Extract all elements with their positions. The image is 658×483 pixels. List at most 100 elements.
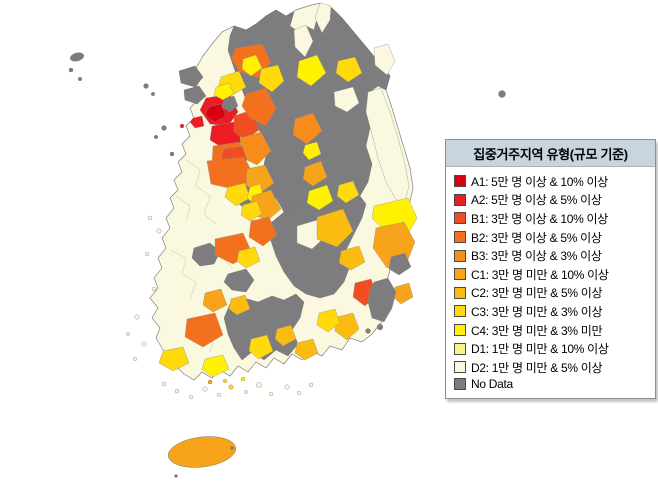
map-region <box>156 228 162 234</box>
map-region <box>183 85 207 105</box>
map-region <box>230 446 234 450</box>
map-region <box>284 384 290 390</box>
map-region <box>151 286 157 292</box>
map-region <box>336 180 360 204</box>
map-region <box>191 242 221 267</box>
legend-row-b2: B2: 3만 명 이상 & 5% 이상 <box>454 228 649 247</box>
legend-row-b3: B3: 3만 명 이상 & 3% 이상 <box>454 246 649 265</box>
map-region <box>274 324 297 347</box>
map-region <box>207 379 213 385</box>
map-region <box>302 141 322 161</box>
map-region <box>161 381 167 387</box>
map-region <box>376 323 384 331</box>
legend-title: 집중거주지역 유형(규모 기준) <box>446 140 655 167</box>
map-region <box>314 2 332 34</box>
map-region <box>189 115 205 129</box>
map-region <box>335 56 363 83</box>
legend-swatch-no-data <box>454 378 466 391</box>
map-region <box>145 252 149 256</box>
legend-label-d1: D1: 1만 명 미만 & 10% 이상 <box>471 342 609 357</box>
map-region <box>174 388 180 394</box>
baengnyeong-island <box>69 52 85 62</box>
map-region <box>316 208 354 248</box>
legend-label-c4: C4: 3만 명 미만 & 3% 미만 <box>471 323 603 338</box>
map-region <box>201 354 230 378</box>
map-region <box>169 249 197 301</box>
map-region <box>178 65 204 88</box>
map-region <box>223 379 227 383</box>
map-region <box>306 184 334 211</box>
legend-items: A1: 5만 명 이상 & 10% 이상 A2: 5만 명 이상 & 5% 이상… <box>446 167 655 398</box>
legend-swatch-d2 <box>454 361 466 374</box>
cream-regions <box>293 2 410 250</box>
map-region <box>241 54 263 77</box>
legend-swatch-c4 <box>454 324 466 337</box>
map-region <box>189 395 193 399</box>
map-region <box>134 314 140 320</box>
ulleung-island <box>498 90 506 98</box>
busan-region <box>367 277 397 323</box>
map-region <box>202 386 208 392</box>
map-region <box>213 82 235 101</box>
classified-regions <box>158 43 418 378</box>
map-region <box>175 195 191 223</box>
map-region <box>293 24 314 58</box>
legend-row-c3: C3: 3만 명 미만 & 3% 이상 <box>454 302 649 321</box>
map-region <box>154 135 158 139</box>
legend-swatch-d1 <box>454 342 466 355</box>
legend-row-c2: C2: 3만 명 미만 & 5% 이상 <box>454 284 649 303</box>
map-region <box>240 376 246 382</box>
map-region <box>388 252 412 276</box>
legend-label-b3: B3: 3만 명 이상 & 3% 이상 <box>471 249 602 264</box>
map-region <box>126 332 130 336</box>
map-region <box>365 328 371 334</box>
legend-swatch-c2 <box>454 286 466 299</box>
legend-row-a1: A1: 5만 명 이상 & 10% 이상 <box>454 172 649 191</box>
map-region <box>78 77 82 81</box>
map-region <box>158 346 190 372</box>
map-region <box>223 268 255 293</box>
legend-swatch-b3 <box>454 249 466 262</box>
legend-row-a2: A2: 5만 명 이상 & 5% 이상 <box>454 191 649 210</box>
legend-label-b2: B2: 3만 명 이상 & 5% 이상 <box>471 230 602 245</box>
map-region <box>169 151 175 157</box>
map-region <box>297 391 301 395</box>
map-region <box>228 384 234 390</box>
map-region <box>221 95 239 113</box>
legend-row-b1: B1: 3만 명 이상 & 10% 이상 <box>454 209 649 228</box>
map-region <box>217 393 221 397</box>
map-region <box>224 182 251 207</box>
legend-row-c1: C1: 3만 명 미만 & 10% 이상 <box>454 265 649 284</box>
map-region <box>392 282 414 305</box>
jeju-island <box>167 436 237 478</box>
legend-label-d2: D2: 1만 명 미만 & 5% 이상 <box>471 360 603 375</box>
map-region <box>248 216 278 247</box>
legend-label-c3: C3: 3만 명 미만 & 3% 이상 <box>471 304 603 319</box>
map-region <box>302 160 328 187</box>
map-region <box>167 436 237 468</box>
map-legend: 집중거주지역 유형(규모 기준) A1: 5만 명 이상 & 10% 이상 A2… <box>445 139 656 400</box>
map-region <box>151 92 155 96</box>
map-region <box>316 308 341 333</box>
map-region <box>228 294 251 316</box>
legend-row-no-data: No Data <box>454 377 649 393</box>
map-region <box>294 338 319 361</box>
map-region <box>296 54 327 87</box>
islands <box>68 52 506 399</box>
seoul-cluster-region <box>204 103 227 123</box>
legend-row-d1: D1: 1만 명 미만 & 10% 이상 <box>454 339 649 358</box>
map-region <box>334 312 360 341</box>
map-region <box>185 159 217 225</box>
map-region <box>236 246 261 269</box>
legend-label-no-data: No Data <box>471 377 513 392</box>
map-region <box>333 86 360 113</box>
map-region <box>133 357 137 361</box>
map-region <box>174 474 178 478</box>
map-region <box>141 341 147 347</box>
map-region <box>244 390 248 394</box>
map-region <box>258 64 285 93</box>
legend-swatch-c1 <box>454 268 466 281</box>
legend-label-a1: A1: 5만 명 이상 & 10% 이상 <box>471 174 608 189</box>
